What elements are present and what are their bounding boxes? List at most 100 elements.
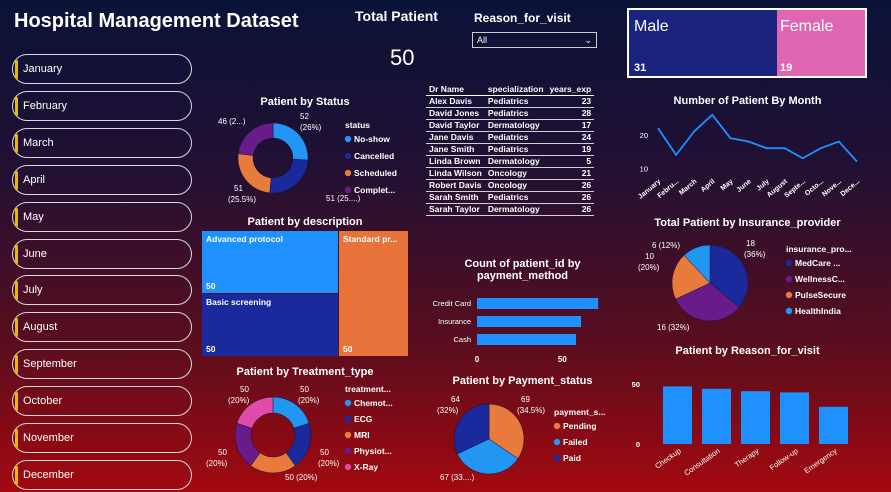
dashboard-title: Hospital Management Dataset — [14, 10, 299, 32]
payment-status-slice[interactable] — [453, 403, 490, 455]
month-indicator — [15, 60, 18, 79]
payment-status-data-label: (32%) — [437, 406, 459, 415]
column-header[interactable]: years_exp — [546, 84, 595, 96]
insurance-slice[interactable] — [671, 254, 711, 300]
month-button-december[interactable]: December — [12, 459, 192, 490]
status-legend-marker[interactable] — [344, 152, 352, 160]
month-label: January — [23, 63, 63, 75]
treemap-tile[interactable]: Basic screening 50 — [202, 294, 338, 356]
payment-status-legend-marker[interactable] — [553, 454, 561, 462]
table-cell: Pediatrics — [484, 131, 547, 144]
insurance-slice[interactable] — [683, 244, 711, 284]
insurance-legend-marker[interactable] — [785, 259, 793, 267]
insurance-slice[interactable] — [675, 282, 740, 322]
column-header[interactable]: Dr Name — [426, 84, 485, 96]
table-cell: Oncology — [484, 167, 547, 180]
payment-method-bar[interactable] — [477, 334, 576, 345]
table-row[interactable]: Sarah Smith Pediatrics 26 — [426, 191, 595, 204]
month-x-tick: March — [678, 178, 698, 197]
month-button-august[interactable]: August — [12, 312, 192, 343]
month-button-march[interactable]: March — [12, 127, 192, 158]
treemap-tile-value: 50 — [206, 344, 216, 354]
male-tile[interactable]: Male 31 — [629, 10, 777, 76]
table-row[interactable]: Jane Smith Pediatrics 19 — [426, 143, 595, 156]
insurance-legend-label: HealthIndia — [795, 306, 841, 316]
reason-bar[interactable] — [780, 392, 809, 444]
treemap-tile[interactable]: Standard pr... 50 — [339, 231, 408, 356]
table-row[interactable]: Robert Davis Oncology 26 — [426, 179, 595, 192]
treatment-legend-marker[interactable] — [344, 431, 352, 439]
month-button-july[interactable]: July — [12, 275, 192, 306]
status-legend-marker[interactable] — [344, 169, 352, 177]
table-row[interactable]: David Taylor Dermatology 17 — [426, 119, 595, 132]
month-button-november[interactable]: November — [12, 423, 192, 453]
kpi-value: 50 — [390, 45, 415, 70]
insurance-legend-marker[interactable] — [785, 291, 793, 299]
insurance-legend-marker[interactable] — [785, 275, 793, 283]
reason-bar[interactable] — [702, 388, 731, 444]
reason-x-tick: Therapy — [733, 446, 761, 469]
treemap-tile-label: Basic screening — [206, 297, 272, 307]
month-button-september[interactable]: September — [12, 349, 192, 380]
payment-status-slice[interactable] — [456, 438, 519, 475]
status-slice[interactable] — [269, 158, 309, 194]
table-row[interactable]: Sarah Taylor Dermatology 26 — [426, 203, 595, 216]
month-button-january[interactable]: January — [12, 54, 192, 84]
treatment-slice[interactable] — [236, 396, 274, 429]
table-row[interactable]: David Jones Pediatrics 28 — [426, 107, 595, 120]
month-button-october[interactable]: October — [12, 386, 192, 417]
month-indicator — [15, 281, 18, 301]
treatment-data-label: 50 — [218, 448, 227, 457]
treatment-data-label: 50 (20%) — [285, 473, 318, 482]
table-cell: 21 — [546, 167, 595, 180]
table-row[interactable]: Linda Wilson Oncology 21 — [426, 167, 595, 180]
description-chart-title: Patient by description — [247, 216, 363, 228]
treatment-legend-marker[interactable] — [344, 399, 352, 407]
treatment-legend-marker[interactable] — [344, 463, 352, 471]
insurance-slice[interactable] — [709, 244, 749, 308]
treatment-legend-label: Chemot... — [354, 398, 393, 408]
payment-method-bar[interactable] — [477, 298, 599, 309]
table-cell: 24 — [546, 131, 595, 144]
reason-x-tick: Emergency — [802, 446, 838, 475]
status-legend-marker[interactable] — [344, 135, 352, 143]
payment-method-bar[interactable] — [477, 316, 582, 327]
reason-bar[interactable] — [663, 386, 692, 444]
table-row[interactable]: Jane Davis Pediatrics 24 — [426, 131, 595, 144]
table-row[interactable]: Alex Davis Pediatrics 23 — [426, 95, 595, 108]
treatment-legend-marker[interactable] — [344, 415, 352, 423]
status-slice[interactable] — [237, 153, 272, 194]
payment-status-legend-marker[interactable] — [553, 438, 561, 446]
payment-status-chart-title: Patient by Payment_status — [452, 375, 593, 387]
treemap-tile[interactable]: Advanced protocol 50 — [202, 231, 338, 293]
payment-status-legend-marker[interactable] — [553, 422, 561, 430]
treatment-legend-label: X-Ray — [354, 462, 378, 472]
insurance-chart-title: Total Patient by Insurance_provider — [654, 217, 841, 229]
month-button-april[interactable]: April — [12, 164, 192, 195]
table-cell: Linda Wilson — [426, 167, 485, 180]
month-button-june[interactable]: June — [12, 238, 192, 269]
table-cell: Alex Davis — [426, 95, 485, 108]
month-series-line[interactable] — [657, 113, 858, 163]
reason-filter-dropdown[interactable]: All ⌄ — [472, 32, 597, 48]
payment-status-slice[interactable] — [488, 403, 525, 460]
status-legend-marker[interactable] — [344, 186, 352, 194]
month-button-may[interactable]: May — [12, 201, 192, 232]
female-tile[interactable]: Female 19 — [777, 10, 865, 76]
reason-bar[interactable] — [741, 391, 770, 444]
month-indicator — [15, 170, 18, 190]
insurance-legend-marker[interactable] — [785, 307, 793, 315]
chevron-down-icon: ⌄ — [584, 35, 592, 45]
reason-chart-title: Patient by Reason_for_visit — [675, 345, 820, 357]
table-cell: David Jones — [426, 107, 485, 120]
table-cell: 26 — [546, 203, 595, 216]
month-button-february[interactable]: February — [12, 90, 192, 121]
table-row[interactable]: Linda Brown Dermatology 5 — [426, 155, 595, 168]
table-cell: 26 — [546, 179, 595, 192]
reason-bar[interactable] — [819, 406, 848, 444]
column-header[interactable]: specialization — [484, 84, 547, 96]
gender-card: Male 31 Female 19 — [627, 8, 867, 78]
payment-status-legend-label: Paid — [563, 453, 581, 463]
status-slice[interactable] — [237, 122, 274, 156]
treatment-legend-marker[interactable] — [344, 447, 352, 455]
